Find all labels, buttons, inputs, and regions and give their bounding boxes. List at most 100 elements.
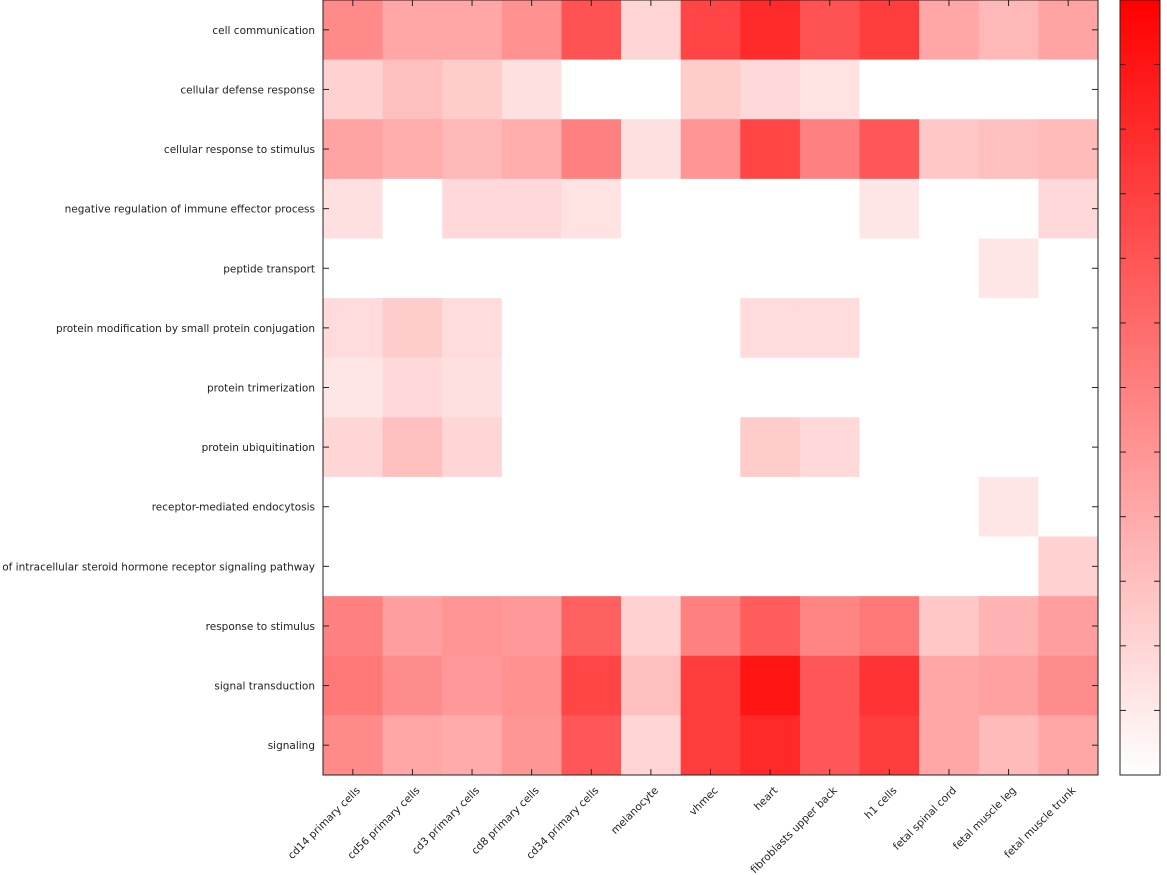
heatmap-cell xyxy=(740,536,801,597)
heatmap-cell xyxy=(501,655,562,716)
heatmap-cell xyxy=(382,119,443,180)
heatmap-cell xyxy=(919,298,980,359)
heatmap-cell xyxy=(501,596,562,657)
heatmap-cell xyxy=(978,417,1039,478)
heatmap-cell xyxy=(501,59,562,120)
heatmap-cell xyxy=(442,298,503,359)
heatmap-cell xyxy=(442,655,503,716)
heatmap-cell xyxy=(680,476,741,538)
heatmap-cell xyxy=(919,476,980,538)
heatmap-cell xyxy=(680,178,741,239)
heatmap-cell xyxy=(442,178,503,239)
heatmap-cell xyxy=(501,119,562,180)
heatmap-cell xyxy=(621,357,682,418)
heatmap-cell xyxy=(1038,417,1099,478)
heatmap-cell xyxy=(561,298,622,359)
heatmap-cell xyxy=(978,0,1039,61)
heatmap-cell xyxy=(442,357,503,418)
heatmap-cell xyxy=(740,238,801,299)
heatmap-cell xyxy=(1038,59,1099,120)
y-tick-label: receptor-mediated endocytosis xyxy=(152,502,315,514)
heatmap-cell xyxy=(501,417,562,478)
heatmap-cell xyxy=(442,119,503,180)
heatmap-cell xyxy=(621,476,682,538)
heatmap-cell xyxy=(561,357,622,418)
heatmap-cell xyxy=(621,417,682,478)
heatmap-cell xyxy=(323,298,384,359)
heatmap-cell xyxy=(799,536,861,597)
heatmap-cell xyxy=(1038,357,1099,418)
heatmap-cell xyxy=(323,476,384,538)
heatmap-cell xyxy=(1038,178,1099,239)
heatmap-cell xyxy=(740,476,801,538)
heatmap-cell xyxy=(680,655,741,716)
heatmap-cell xyxy=(799,715,861,776)
heatmap-cell xyxy=(621,59,682,120)
heatmap-cell xyxy=(621,298,682,359)
y-tick-label: signaling xyxy=(268,740,315,752)
heatmap-cell xyxy=(382,238,443,299)
y-tick-label: protein modification by small protein co… xyxy=(56,323,315,335)
heatmap-cell xyxy=(501,536,562,597)
heatmap-cell xyxy=(323,596,384,657)
heatmap-cell xyxy=(740,596,801,657)
heatmap-cell xyxy=(919,238,980,299)
heatmap-cell xyxy=(799,476,861,538)
y-axis-labels: cell communication cellular defense respo… xyxy=(2,25,315,752)
heatmap-cell xyxy=(561,715,622,776)
heatmap-cell xyxy=(442,59,503,120)
y-tick-label: protein trimerization xyxy=(207,383,315,395)
heatmap-cell xyxy=(978,298,1039,359)
heatmap-cell xyxy=(919,536,980,597)
heatmap-cells xyxy=(323,0,1099,776)
heatmap-cell xyxy=(561,655,622,716)
heatmap-cell xyxy=(978,476,1039,538)
heatmap-cell xyxy=(382,417,443,478)
x-tick-label: heart xyxy=(752,785,780,813)
y-tick-label: of intracellular steroid hormone recepto… xyxy=(2,561,315,573)
x-tick-label: h1 cells xyxy=(863,785,900,822)
heatmap-cell xyxy=(680,596,741,657)
heatmap-cell xyxy=(442,476,503,538)
heatmap-cell xyxy=(680,715,741,776)
heatmap-cell xyxy=(442,417,503,478)
heatmap-cell xyxy=(680,357,741,418)
heatmap-cell xyxy=(919,417,980,478)
heatmap-cell xyxy=(1038,238,1099,299)
heatmap-cell xyxy=(799,417,861,478)
y-tick-label: cellular defense response xyxy=(180,84,315,96)
heatmap-cell xyxy=(561,178,622,239)
heatmap-cell xyxy=(561,476,622,538)
heatmap-cell xyxy=(382,357,443,418)
heatmap-cell xyxy=(978,715,1039,776)
heatmap-cell xyxy=(919,119,980,180)
heatmap-cell xyxy=(442,238,503,299)
heatmap-cell xyxy=(978,655,1039,716)
heatmap-cell xyxy=(621,596,682,657)
y-tick-label: cell communication xyxy=(212,25,315,37)
heatmap-cell xyxy=(501,715,562,776)
heatmap-cell xyxy=(323,715,384,776)
heatmap-cell xyxy=(323,119,384,180)
heatmap-cell xyxy=(799,0,861,61)
heatmap-cell xyxy=(799,59,861,120)
heatmap-cell xyxy=(382,715,443,776)
heatmap-cell xyxy=(799,298,861,359)
x-tick-label: vhmec xyxy=(687,784,721,818)
heatmap-cell xyxy=(382,0,443,61)
heatmap-cell xyxy=(859,357,920,418)
heatmap-cell xyxy=(382,476,443,538)
heatmap-cell xyxy=(740,417,801,478)
heatmap-cell xyxy=(561,119,622,180)
heatmap-cell xyxy=(680,536,741,597)
heatmap-cell xyxy=(442,715,503,776)
heatmap-cell xyxy=(680,417,741,478)
heatmap-cell xyxy=(621,0,682,61)
heatmap-cell xyxy=(740,298,801,359)
heatmap-cell xyxy=(859,59,920,120)
heatmap-cell xyxy=(978,178,1039,239)
heatmap-cell xyxy=(561,596,622,657)
heatmap-cell xyxy=(323,59,384,120)
heatmap-cell xyxy=(501,476,562,538)
